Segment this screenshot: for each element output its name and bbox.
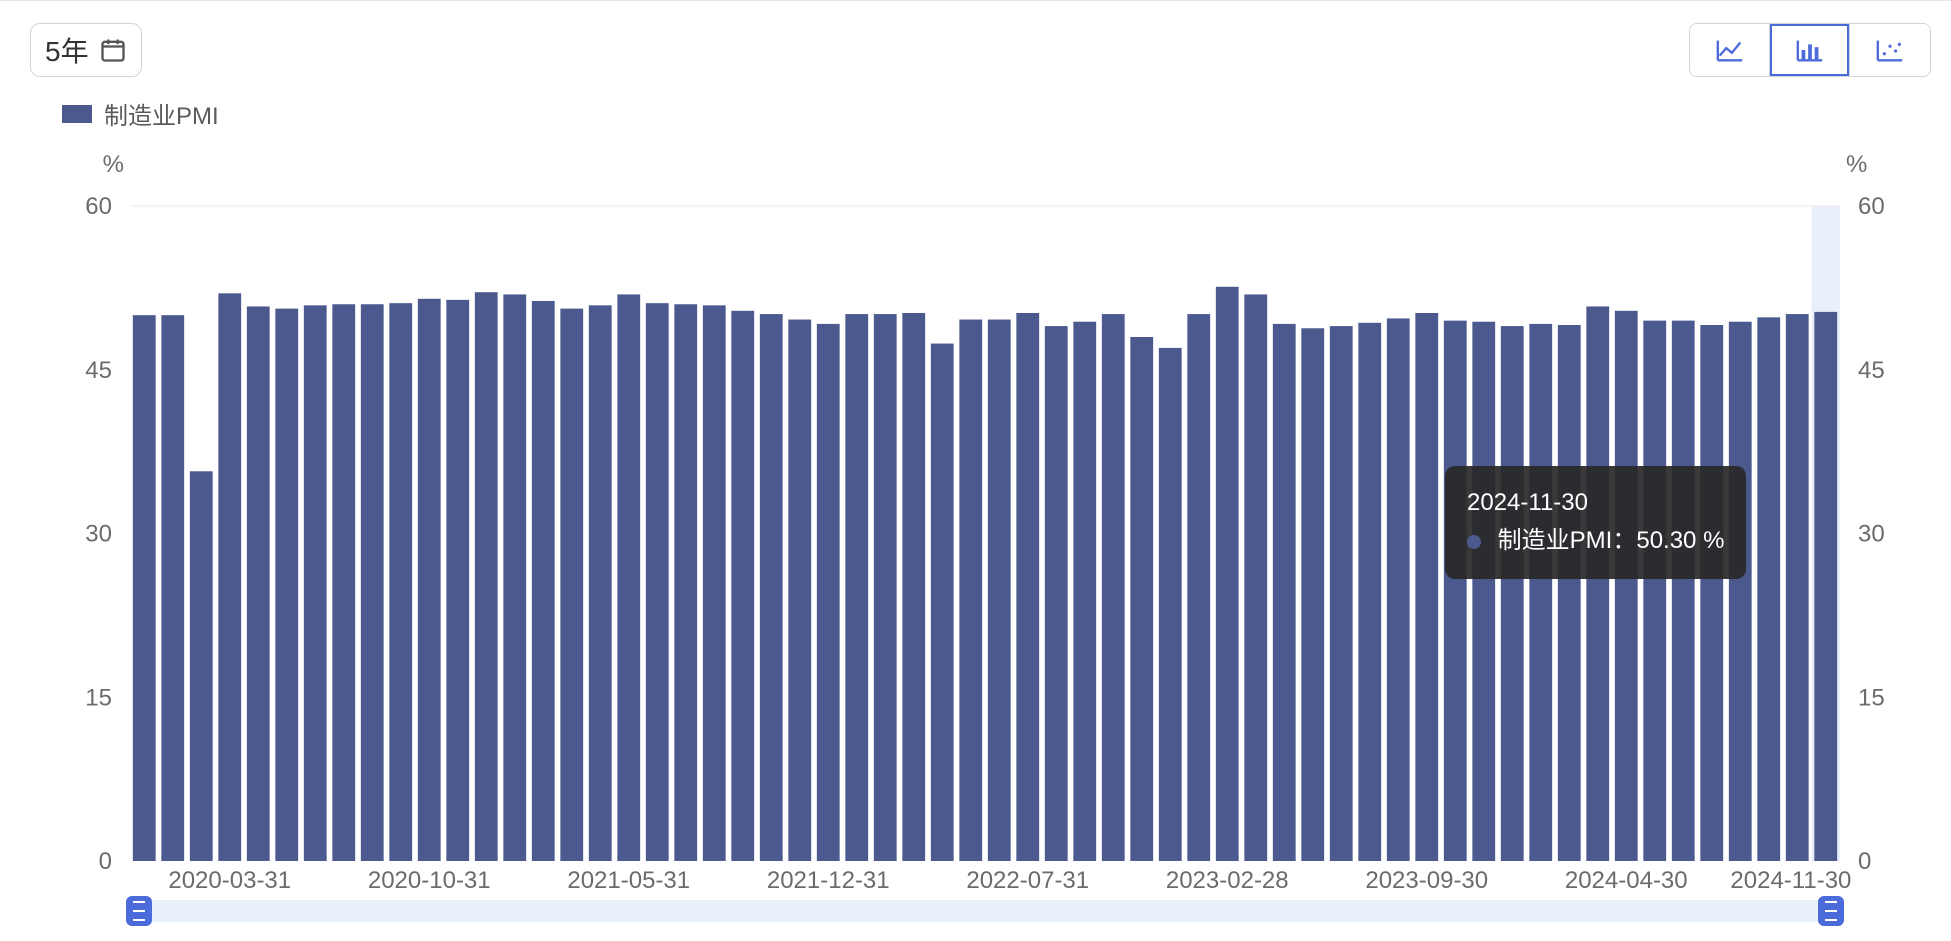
svg-text:%: %	[103, 151, 124, 178]
svg-text:%: %	[1846, 151, 1867, 178]
svg-text:2021-12-31: 2021-12-31	[767, 867, 890, 894]
legend-swatch	[62, 105, 92, 123]
svg-text:45: 45	[85, 357, 112, 384]
svg-text:30: 30	[1858, 521, 1885, 548]
chart-area[interactable]: 0 0 15 15 30 30 45 45 60 60%% 2020-03-31 2020-10-31…	[30, 136, 1931, 921]
svg-text:30: 30	[85, 521, 112, 548]
svg-text:2024-04-30: 2024-04-30	[1565, 867, 1688, 894]
svg-text:45: 45	[1858, 357, 1885, 384]
legend-label: 制造业PMI	[104, 96, 219, 131]
svg-text:15: 15	[85, 684, 112, 711]
svg-text:2023-09-30: 2023-09-30	[1365, 867, 1488, 894]
svg-text:60: 60	[85, 193, 112, 220]
svg-text:2021-05-31: 2021-05-31	[567, 867, 690, 894]
range-slider-handle-left[interactable]	[126, 896, 152, 926]
calendar-icon	[99, 36, 127, 64]
svg-text:2022-07-31: 2022-07-31	[966, 867, 1089, 894]
svg-text:2023-02-28: 2023-02-28	[1166, 867, 1289, 894]
svg-text:60: 60	[1858, 193, 1885, 220]
svg-text:2020-03-31: 2020-03-31	[168, 867, 291, 894]
chart-type-scatter-button[interactable]	[1850, 24, 1930, 76]
range-slider-track[interactable]	[130, 900, 1840, 922]
time-range-button[interactable]: 5年	[30, 23, 142, 77]
svg-text:2024-11-30: 2024-11-30	[1730, 867, 1851, 894]
chart-type-toggle	[1689, 23, 1931, 77]
time-range-label: 5年	[45, 30, 89, 70]
svg-text:0: 0	[99, 848, 112, 875]
chart-svg: 0 0 15 15 30 30 45 45 60 60%% 2020-03-31 2020-10-31…	[30, 136, 1930, 926]
chart-legend[interactable]: 制造业PMI	[62, 96, 219, 131]
chart-type-bar-button[interactable]	[1770, 24, 1850, 76]
range-slider-handle-right[interactable]	[1818, 896, 1844, 926]
svg-text:15: 15	[1858, 684, 1885, 711]
chart-type-line-button[interactable]	[1690, 24, 1770, 76]
svg-text:0: 0	[1858, 848, 1871, 875]
svg-text:2020-10-31: 2020-10-31	[368, 867, 491, 894]
